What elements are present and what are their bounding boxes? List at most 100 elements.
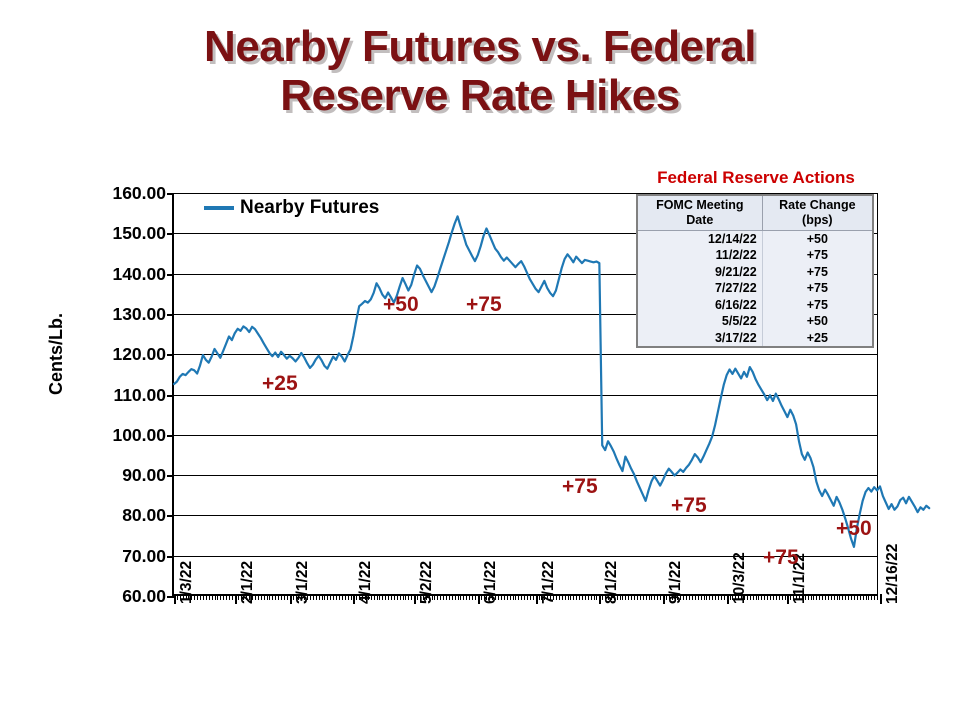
x-axis-minor-tick — [364, 594, 366, 600]
x-axis-minor-tick — [781, 594, 783, 600]
x-axis-minor-tick — [804, 594, 806, 600]
legend-label-nearby-futures: Nearby Futures — [240, 197, 380, 218]
y-axis-tick — [167, 273, 174, 276]
x-axis-minor-tick — [619, 594, 621, 600]
x-axis-minor-tick — [272, 594, 274, 600]
y-axis-label: 130.00 — [112, 303, 166, 324]
y-axis-tick — [167, 596, 174, 598]
rate-hike-annotation: +75 — [562, 475, 598, 498]
x-axis-label: 8/1/22 — [603, 560, 621, 604]
x-axis-minor-tick — [654, 594, 656, 600]
gridline — [174, 475, 877, 477]
x-axis-minor-tick — [634, 594, 636, 600]
x-axis-minor-tick — [807, 594, 809, 600]
x-axis-minor-tick — [463, 594, 465, 600]
gridline — [174, 233, 877, 235]
x-axis-minor-tick — [283, 594, 285, 600]
table-header-fomc-date: FOMC Meeting Date — [636, 194, 763, 231]
rate-hike-annotation: +25 — [262, 372, 298, 395]
y-axis-label: 150.00 — [112, 223, 166, 244]
x-axis-minor-tick — [801, 594, 803, 600]
fomc-meeting-date: 9/21/22 — [636, 263, 763, 280]
x-axis-minor-tick — [755, 594, 757, 600]
x-axis-minor-tick — [723, 594, 725, 600]
x-axis-minor-tick — [865, 594, 867, 600]
x-axis-major-tick — [787, 594, 790, 604]
x-axis-minor-tick — [359, 594, 361, 600]
x-axis-major-tick — [477, 594, 480, 604]
y-axis-label: 160.00 — [112, 183, 166, 203]
x-axis-minor-tick — [871, 594, 873, 600]
x-axis-minor-tick — [833, 594, 835, 600]
x-axis-minor-tick — [738, 594, 740, 600]
gridline — [174, 354, 877, 356]
x-axis-minor-tick — [561, 594, 563, 600]
x-axis-minor-tick — [385, 594, 387, 600]
x-axis-minor-tick — [252, 594, 254, 600]
x-axis-minor-tick — [761, 594, 763, 600]
x-axis-minor-tick — [281, 594, 283, 600]
x-axis-label: 5/2/22 — [418, 560, 436, 604]
x-axis-minor-tick — [749, 594, 751, 600]
x-axis-minor-tick — [379, 594, 381, 600]
x-axis-minor-tick — [211, 594, 213, 600]
x-axis-major-tick — [174, 594, 176, 604]
x-axis-label: 10/3/22 — [730, 552, 748, 604]
x-axis-minor-tick — [417, 594, 419, 600]
x-axis-minor-tick — [185, 594, 187, 600]
x-axis-minor-tick — [752, 594, 754, 600]
x-axis-minor-tick — [651, 594, 653, 600]
x-axis-minor-tick — [422, 594, 424, 600]
y-axis-label: 120.00 — [112, 344, 166, 365]
x-axis-minor-tick — [451, 594, 453, 600]
x-axis-minor-tick — [758, 594, 760, 600]
x-axis-minor-tick — [188, 594, 190, 600]
x-axis-minor-tick — [500, 594, 502, 600]
x-axis-minor-tick — [469, 594, 471, 600]
y-axis-tick — [167, 515, 174, 518]
x-axis-minor-tick — [396, 594, 398, 600]
x-axis-minor-tick — [275, 594, 277, 600]
x-axis-minor-tick — [700, 594, 702, 600]
x-axis-minor-tick — [715, 594, 717, 600]
x-axis-minor-tick — [770, 594, 772, 600]
table-row: 6/16/22 +75 — [636, 296, 874, 313]
x-axis-label: 3/1/22 — [293, 560, 311, 604]
x-axis-minor-tick — [223, 594, 225, 600]
table-row: 11/2/22 +75 — [636, 247, 874, 264]
x-axis-minor-tick — [839, 594, 841, 600]
x-axis-label: 12/16/22 — [884, 543, 901, 604]
x-axis-minor-tick — [642, 594, 644, 600]
x-axis-minor-tick — [257, 594, 259, 600]
fomc-meeting-date: 11/2/22 — [636, 247, 763, 264]
x-axis-minor-tick — [327, 594, 329, 600]
x-axis-minor-tick — [677, 594, 679, 600]
x-axis-minor-tick — [200, 594, 202, 600]
x-axis-minor-tick — [657, 594, 659, 600]
x-axis-minor-tick — [584, 594, 586, 600]
x-axis-minor-tick — [686, 594, 688, 600]
fomc-meeting-date: 6/16/22 — [636, 296, 763, 313]
x-axis-minor-tick — [391, 594, 392, 600]
x-axis-minor-tick — [182, 594, 184, 600]
y-axis-tick — [167, 555, 174, 558]
x-axis-minor-tick — [503, 594, 505, 600]
x-axis-minor-tick — [333, 594, 335, 600]
x-axis-minor-tick — [527, 594, 528, 600]
x-axis-minor-tick — [472, 594, 474, 600]
gridline — [174, 313, 877, 315]
x-axis-minor-tick — [197, 594, 199, 600]
x-axis-major-tick — [880, 594, 882, 604]
rate-change-value: +50 — [761, 230, 874, 247]
x-axis-minor-tick — [625, 594, 627, 600]
x-axis-minor-tick — [628, 594, 630, 600]
rate-change-value: +75 — [761, 296, 874, 313]
x-axis-minor-tick — [454, 594, 456, 600]
x-axis-minor-tick — [498, 594, 500, 600]
x-axis-minor-tick — [703, 594, 705, 600]
x-axis-minor-tick — [367, 594, 369, 600]
x-axis-minor-tick — [830, 594, 832, 600]
x-axis-minor-tick — [205, 594, 207, 600]
x-axis-minor-tick — [278, 594, 280, 600]
x-axis-minor-tick — [616, 594, 618, 600]
